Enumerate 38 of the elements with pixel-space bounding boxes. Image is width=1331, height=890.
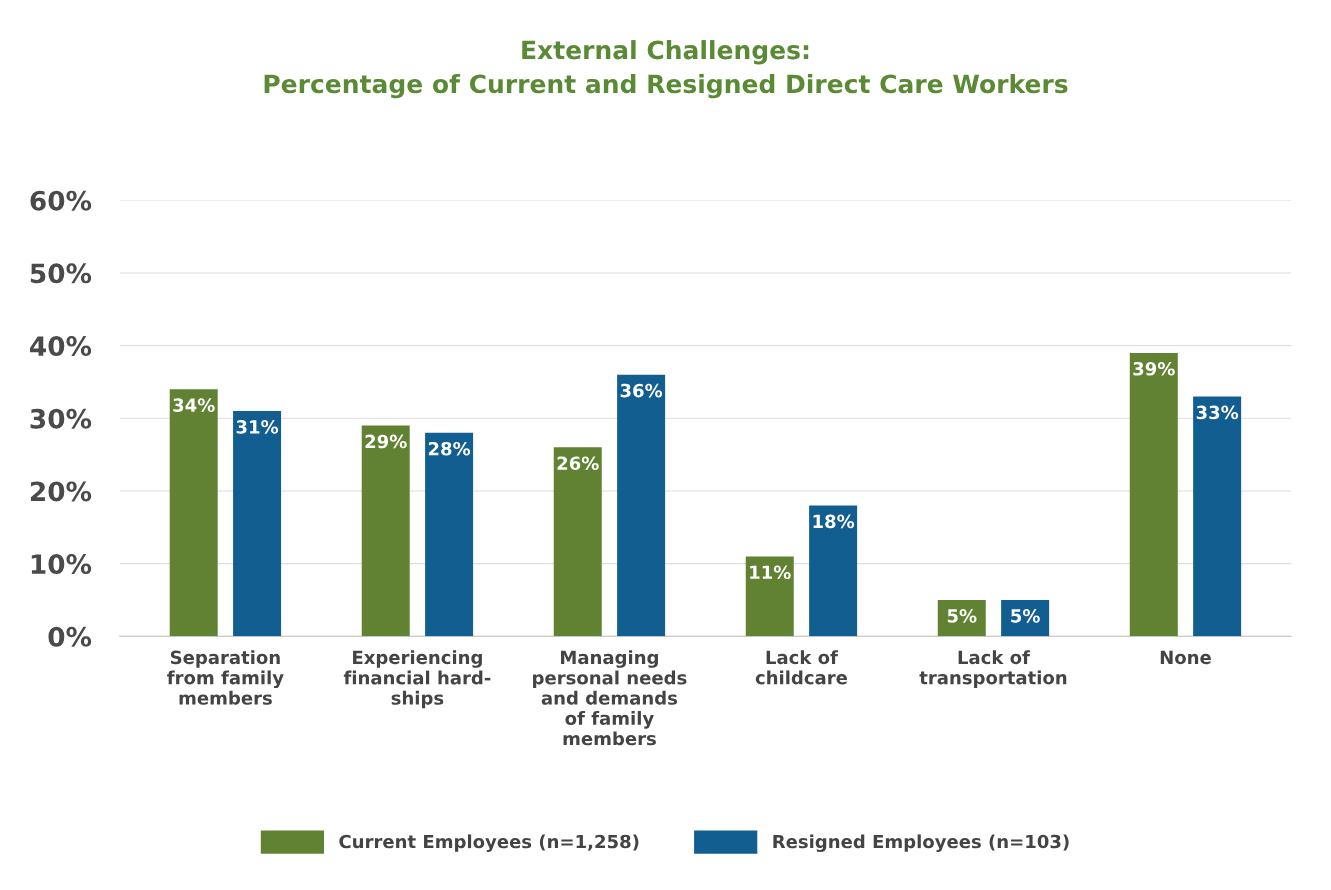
x-tick-label: Experiencing financial hard- ships	[343, 650, 491, 709]
y-tick-label: 0%	[48, 626, 92, 647]
y-tick-label: 60%	[30, 190, 92, 211]
x-tick-label: Lack of transportation	[919, 650, 1067, 688]
data-label: 28%	[428, 441, 471, 456]
data-label: 18%	[813, 514, 855, 529]
bar	[1129, 352, 1178, 637]
chart-title: External Challenges: Percentage of Current and Resigned Direct Care Workers	[264, 40, 1068, 99]
x-tick-label: Separation from family members	[167, 650, 284, 705]
legend-label: Resigned Employees (n=103)	[773, 834, 1069, 853]
data-label: 5%	[1011, 609, 1040, 623]
data-label: 34%	[173, 398, 215, 412]
bar	[361, 425, 410, 637]
data-label: 11%	[750, 565, 791, 580]
legend-label: Current Employees (n=1,258)	[339, 834, 639, 853]
y-tick-label: 40%	[30, 336, 92, 357]
bar	[1193, 396, 1242, 637]
x-tick-label: Lack of childcare	[755, 650, 848, 685]
bar	[553, 447, 602, 637]
data-label: 26%	[557, 456, 599, 471]
bar	[425, 432, 474, 637]
bar	[617, 374, 666, 637]
y-tick-label: 30%	[30, 408, 92, 429]
data-label: 29%	[365, 434, 407, 449]
bar	[809, 505, 858, 637]
data-label: 5%	[947, 609, 977, 623]
x-tick-label: Managing personal needs and demands of family members	[533, 650, 687, 746]
bar	[745, 556, 794, 637]
bar	[233, 411, 282, 637]
y-tick-label: 50%	[30, 263, 92, 284]
y-tick-label: 10%	[31, 554, 92, 575]
data-label: 39%	[1133, 361, 1175, 376]
data-label: 31%	[236, 420, 279, 434]
bar	[169, 389, 218, 637]
data-label: 33%	[1196, 405, 1239, 420]
x-tick-label: None	[1160, 650, 1211, 665]
y-tick-label: 20%	[30, 481, 92, 502]
data-label: 36%	[620, 383, 663, 398]
